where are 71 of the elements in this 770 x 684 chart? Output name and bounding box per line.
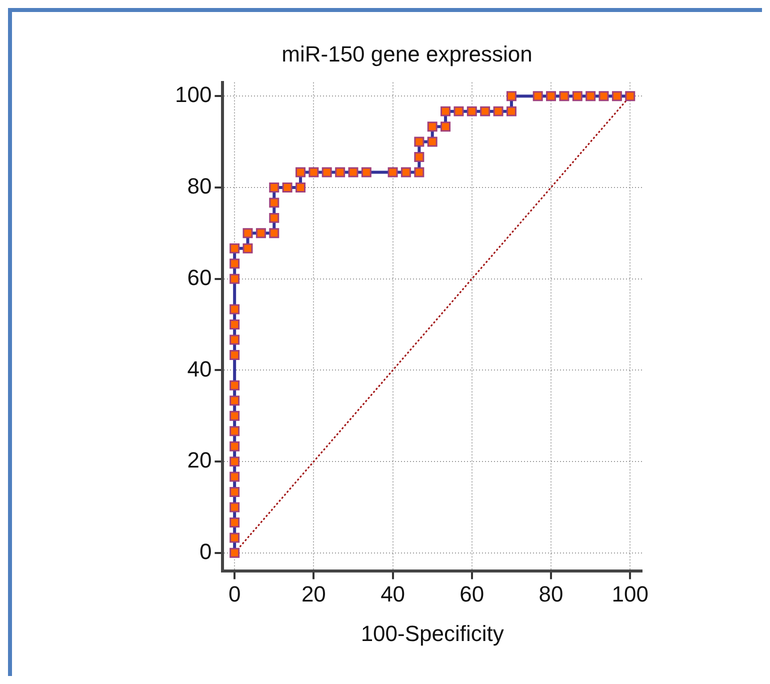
point: [322, 167, 332, 178]
x-tick-label: 100: [612, 581, 648, 606]
point: [480, 106, 490, 116]
point: [493, 106, 504, 116]
point: [269, 198, 280, 208]
point: [230, 350, 240, 360]
point: [230, 396, 240, 406]
point: [230, 304, 240, 314]
point: [308, 167, 319, 178]
point: [230, 487, 240, 498]
point: [506, 106, 516, 116]
point: [400, 167, 411, 178]
point: [414, 136, 424, 147]
chart-title: miR-150 gene expression: [282, 41, 532, 66]
point: [230, 441, 240, 452]
y-tick-label: 40: [187, 356, 212, 382]
point: [388, 167, 398, 178]
point: [414, 152, 424, 162]
x-axis-title: 100-Specificity: [360, 620, 504, 646]
point: [414, 167, 424, 178]
point: [230, 258, 240, 269]
point: [256, 228, 266, 238]
point: [230, 426, 240, 436]
point: [269, 182, 280, 192]
point: [242, 243, 253, 254]
point: [625, 91, 636, 102]
point: [230, 548, 240, 558]
point: [230, 502, 240, 512]
point: [230, 320, 240, 330]
point: [296, 182, 306, 192]
point: [230, 334, 240, 345]
x-tick-label: 60: [460, 581, 484, 606]
y-tick-label: 100: [174, 82, 212, 108]
point: [427, 136, 438, 147]
point: [282, 182, 292, 192]
point: [230, 517, 240, 528]
point: [230, 472, 240, 482]
point: [598, 91, 609, 102]
point: [296, 167, 306, 178]
point: [612, 91, 622, 102]
point: [269, 228, 280, 238]
y-tick-label: 60: [187, 264, 212, 290]
point: [559, 91, 570, 102]
point: [454, 106, 464, 116]
point: [546, 91, 556, 102]
x-tick-label: 0: [228, 581, 241, 606]
point: [532, 91, 543, 102]
y-tick-label: 0: [199, 538, 212, 564]
point: [348, 167, 358, 178]
x-tick-label: 80: [538, 581, 564, 606]
point: [427, 122, 438, 132]
point: [440, 106, 451, 116]
point: [230, 380, 240, 390]
point: [506, 91, 516, 102]
point: [230, 243, 240, 254]
point: [242, 228, 253, 238]
y-tick-label: 20: [187, 448, 212, 473]
point: [572, 91, 582, 102]
point: [230, 410, 240, 421]
point: [361, 167, 372, 178]
point: [230, 274, 240, 284]
point: [230, 532, 240, 543]
y-tick-label: 80: [187, 174, 212, 199]
point: [269, 212, 280, 223]
point: [335, 167, 346, 178]
point: [586, 91, 596, 102]
point: [466, 106, 477, 116]
x-tick-label: 40: [380, 581, 406, 606]
point: [440, 122, 451, 132]
x-tick-label: 20: [301, 581, 326, 606]
point: [230, 456, 240, 467]
